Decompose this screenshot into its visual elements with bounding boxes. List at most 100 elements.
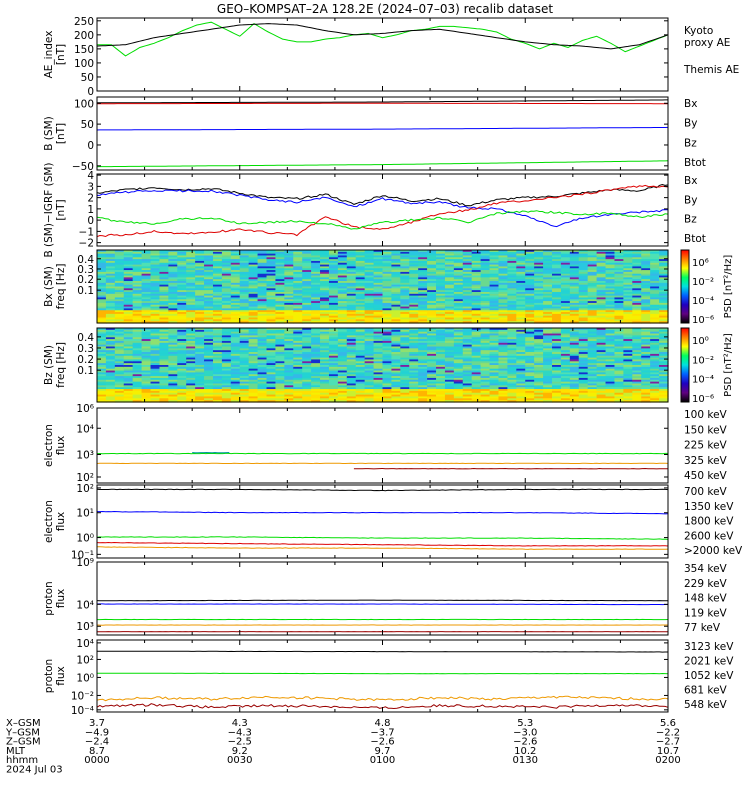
bxspec-heatmap-cell	[569, 282, 580, 286]
bxspec-heatmap-cell	[293, 260, 303, 264]
bzspec-heatmap-cell	[302, 350, 312, 353]
bzspec-heatmap-cell	[391, 392, 401, 396]
bxspec-heatmap-cell	[346, 313, 357, 317]
bzspec-heatmap-cell	[391, 381, 401, 385]
bxspec-heatmap-cell	[105, 297, 116, 300]
bzspec-heatmap-cell	[480, 392, 491, 396]
bzspec-heatmap-cell	[436, 368, 446, 372]
bxspec-heatmap-cell	[230, 293, 241, 297]
bxspec-heatmap-cell	[168, 273, 178, 277]
bzspec-heatmap-cell	[444, 339, 455, 342]
bxspec-heatmap-cell	[596, 251, 607, 255]
bxspec-heatmap-cell	[230, 290, 241, 293]
bxspec-heatmap-cell	[328, 275, 339, 278]
bzspec-heatmap-cell	[186, 328, 196, 331]
bzspec-heatmap-cell	[230, 357, 241, 361]
bxspec-heatmap-cell	[132, 313, 143, 317]
bxspec-heatmap-cell	[596, 321, 607, 324]
bxspec-heatmap-cell	[114, 313, 125, 317]
bxspec-heatmap-cell	[168, 308, 178, 311]
bzspec-heatmap-cell	[471, 392, 482, 396]
bxspec-heatmap-cell	[453, 275, 464, 278]
bzspec-heatmap-cell	[355, 377, 366, 381]
bzspec-heatmap-cell	[534, 385, 544, 388]
bxspec-heatmap-cell	[498, 313, 509, 317]
bxspec-heatmap-cell	[534, 266, 544, 269]
bxspec-heatmap-cell	[239, 279, 250, 282]
bzspec-heatmap-cell	[141, 350, 152, 353]
bxspec-heatmap-cell	[320, 297, 330, 300]
bzspec-heatmap-cell	[239, 337, 250, 340]
bzspec-heatmap-cell	[248, 374, 259, 377]
bxspec-heatmap-cell	[623, 260, 633, 264]
bxspec-heatmap-cell	[614, 253, 624, 257]
bxspec-heatmap-cell	[560, 291, 571, 295]
bxspec-heatmap-cell	[302, 319, 312, 322]
bzspec-heatmap-cell	[560, 331, 571, 335]
bxspec-heatmap-cell	[453, 282, 464, 286]
bxspec-heatmap-cell	[596, 284, 607, 288]
bzspec-heatmap-cell	[418, 363, 428, 366]
bxspec-heatmap-cell	[141, 264, 152, 268]
bzspec-heatmap-cell	[462, 385, 473, 388]
bxspec-heatmap-cell	[569, 317, 580, 320]
bxspec-heatmap-cell	[409, 282, 419, 286]
bxspec-heatmap-cell	[641, 284, 651, 288]
bzspec-heatmap-cell	[195, 392, 205, 396]
bxspec-heatmap-cell	[587, 295, 598, 299]
bzspec-heatmap-cell	[248, 394, 259, 398]
ae-legend-item: Themis AE	[683, 64, 739, 76]
bzspec-heatmap-cell	[534, 340, 544, 344]
bxspec-heatmap-cell	[105, 260, 116, 264]
bxspec-heatmap-cell	[212, 255, 223, 258]
bxspec-heatmap-cell	[444, 321, 455, 324]
bzspec-heatmap-cell	[409, 342, 419, 346]
bzspec-heatmap-cell	[230, 389, 241, 392]
bzspec-heatmap-cell	[436, 335, 446, 338]
bxspec-heatmap-cell	[436, 313, 446, 317]
bxspec-heatmap-cell	[400, 302, 410, 306]
bzspec-heatmap-cell	[346, 348, 357, 351]
bzspec-heatmap-cell	[516, 366, 526, 370]
bzspec-heatmap-cell	[248, 387, 259, 390]
bzspec-heatmap-cell	[552, 365, 562, 368]
bxspec-heatmap-cell	[462, 290, 473, 293]
bzspec-heatmap-cell	[97, 331, 107, 335]
bzspec-heatmap-cell	[311, 337, 321, 340]
bxspec-heatmap-cell	[275, 253, 285, 257]
bxspec-heatmap-cell	[212, 291, 223, 295]
bxspec-heatmap-cell	[177, 262, 187, 266]
bxspec-heatmap-cell	[525, 313, 535, 317]
bxspec-heatmap-cell	[320, 250, 330, 253]
bxspec-heatmap-cell	[150, 321, 161, 324]
bzspec-heatmap-cell	[346, 383, 357, 386]
bxspec-heatmap-cell	[444, 286, 455, 289]
bxspec-heatmap-cell	[204, 319, 214, 322]
bzspec-heatmap-cell	[364, 389, 375, 392]
bzspec-heatmap-cell	[212, 376, 223, 379]
bzspec-heatmap-cell	[418, 339, 428, 342]
bxspec-heatmap-cell	[659, 262, 669, 266]
bxspec-heatmap-cell	[659, 319, 669, 322]
bzspec-heatmap-cell	[311, 342, 321, 346]
bzspec-heatmap-cell	[364, 335, 375, 338]
bxspec-heatmap-cell	[257, 259, 268, 262]
bzspec-heatmap-cell	[355, 363, 366, 366]
bxspec-heatmap-cell	[159, 295, 169, 299]
bxspec-heatmap-cell	[186, 290, 196, 293]
bxspec-heatmap-cell	[453, 277, 464, 280]
bzspec-heatmap-cell	[284, 368, 294, 372]
bxspec-heatmap-cell	[221, 284, 232, 288]
bxspec-heatmap-cell	[266, 277, 277, 280]
bxspec-heatmap-cell	[159, 319, 169, 322]
bzspec-heatmap-cell	[391, 376, 401, 379]
bxspec-heatmap-cell	[212, 286, 223, 289]
bzspec-heatmap-cell	[400, 331, 410, 335]
bxspec-heatmap-cell	[320, 290, 330, 293]
bzspec-heatmap-cell	[569, 328, 580, 331]
bzspec-heatmap-cell	[587, 344, 598, 348]
bzspec-heatmap-cell	[409, 392, 419, 396]
bzspec-heatmap-cell	[480, 396, 491, 399]
bxspec-heatmap-cell	[177, 251, 187, 255]
bxspec-heatmap-cell	[141, 301, 152, 304]
